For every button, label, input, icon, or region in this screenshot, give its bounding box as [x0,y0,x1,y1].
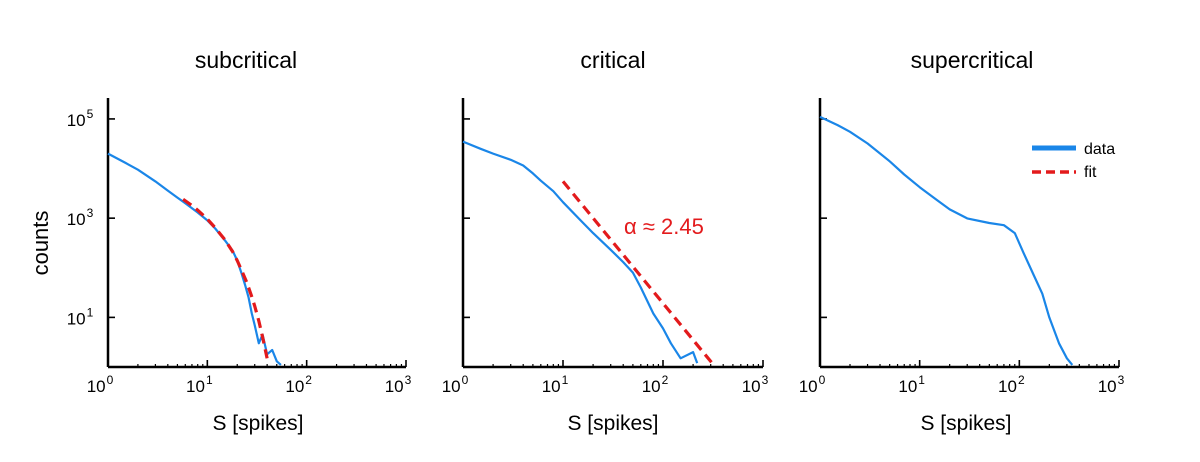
panel-title: supercritical [911,47,1034,73]
tick-exponent: 2 [662,373,669,387]
tick-exponent: 0 [462,373,469,387]
x-tick-label: 101 [898,373,925,396]
tick-exponent: 3 [87,206,94,220]
x-tick-label: 103 [385,373,412,396]
tick-exponent: 0 [819,373,826,387]
x-axis-label: S [spikes] [920,412,1011,435]
tick-exponent: 2 [305,373,312,387]
x-tick-label: 103 [1098,373,1125,396]
tick-exponent: 1 [918,373,925,387]
x-tick-label: 102 [998,373,1025,396]
x-tick-label: 103 [742,373,769,396]
tick-exponent: 3 [1118,373,1125,387]
panel-title: subcritical [195,47,297,73]
panel-critical: critical 100 101 102 103 S [spikes] α ≈ 2.4… [442,47,769,435]
fit-line [182,197,269,359]
x-axis-label: S [spikes] [212,412,303,435]
tick-exponent: 1 [562,373,569,387]
tick-exponent: 3 [405,373,412,387]
y-tick-label: 105 [67,107,94,130]
plot-area: 100 101 102 103 [442,98,769,396]
panel-supercritical: supercritical 100 101 102 103 S [spikes] da… [799,47,1125,435]
y-tick-label: 101 [67,305,94,328]
y-axis-label: counts [28,211,53,276]
x-tick-label: 100 [799,373,826,396]
tick-exponent: 1 [206,373,213,387]
tick-exponent: 3 [762,373,769,387]
x-tick-label: 102 [642,373,669,396]
tick-exponent: 1 [87,305,94,319]
exponent-annotation: α ≈ 2.45 [624,214,704,239]
x-axis-label: S [spikes] [567,412,658,435]
tick-exponent: 0 [107,373,114,387]
x-tick-label: 100 [87,373,114,396]
data-line [107,152,282,366]
fit-line [561,180,714,365]
x-tick-label: 101 [542,373,569,396]
legend-label-fit: fit [1084,164,1097,181]
plot-area: 100 101 102 103 [799,98,1125,396]
legend: data fit [1032,141,1115,181]
tick-exponent: 2 [1018,373,1025,387]
x-tick-label: 101 [186,373,213,396]
data-line [462,140,699,364]
tick-exponent: 5 [87,107,94,121]
panel-title: critical [580,47,645,73]
x-tick-label: 100 [442,373,469,396]
y-tick-label: 103 [67,206,94,229]
x-tick-label: 102 [285,373,312,396]
data-line [819,115,1074,366]
legend-label-data: data [1084,141,1115,158]
